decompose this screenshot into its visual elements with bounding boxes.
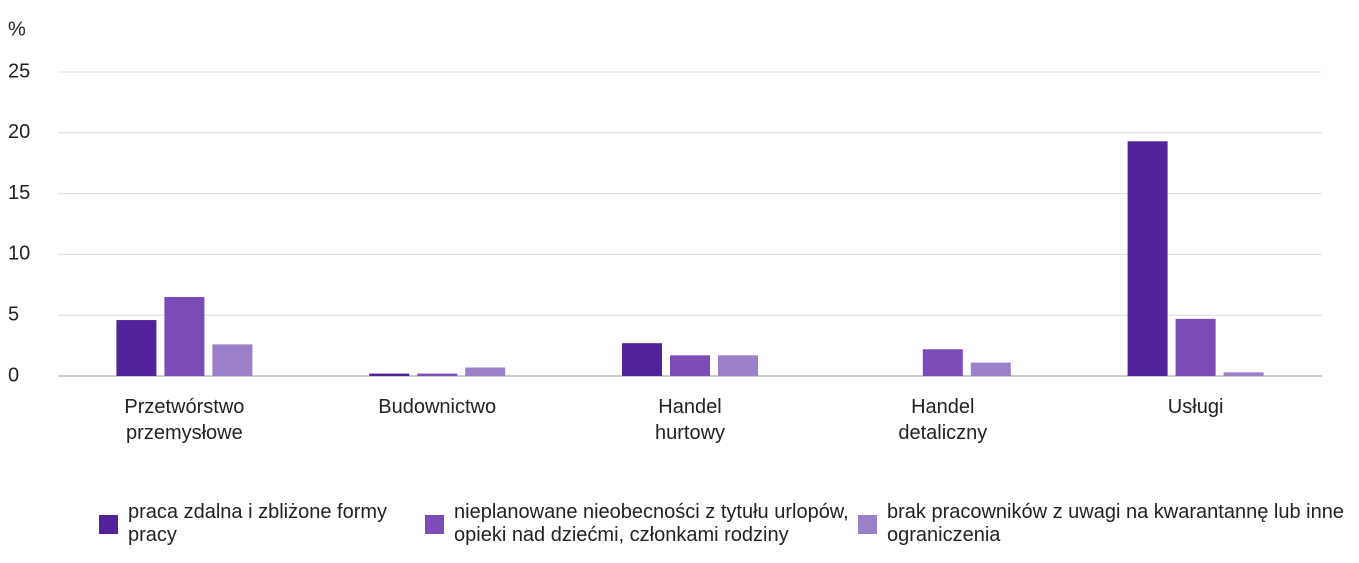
legend-swatch	[858, 514, 877, 534]
x-tick-label: Budownictwo	[378, 396, 497, 418]
legend-item: nieplanowane nieobecności z tytułu urlop…	[425, 501, 854, 547]
x-tick-label: Przetwórstwo przemysłowe	[124, 396, 245, 444]
bar	[922, 349, 963, 376]
legend-label: praca zdalna i zbliżone formy pracy	[128, 501, 388, 546]
y-tick-label: 15	[8, 182, 30, 204]
y-tick-label: 10	[8, 243, 30, 265]
bar	[417, 373, 458, 376]
bar	[212, 344, 253, 376]
bar	[1223, 372, 1264, 376]
bar	[1127, 141, 1168, 376]
y-tick-label: 20	[8, 121, 30, 143]
legend-swatch	[425, 514, 444, 534]
legend-item: brak pracowników z uwagi na kwarantannę …	[858, 501, 1347, 547]
legend-label: nieplanowane nieobecności z tytułu urlop…	[454, 501, 849, 546]
bar	[970, 362, 1011, 376]
x-tick-label: Usługi	[1167, 396, 1224, 418]
bar	[369, 373, 410, 376]
bar	[1175, 318, 1216, 376]
y-tick-label: 25	[8, 60, 30, 82]
y-tick-label: 5	[8, 303, 19, 325]
bar	[718, 355, 758, 376]
y-unit: %	[8, 18, 26, 40]
x-tick-label: Handel detaliczny	[898, 396, 988, 444]
bar	[465, 367, 506, 376]
legend-label: brak pracowników z uwagi na kwarantannę …	[887, 501, 1344, 546]
bar	[164, 296, 205, 376]
legend-swatch	[99, 514, 118, 534]
x-tick-label: Handel hurtowy	[654, 396, 726, 444]
legend-item: praca zdalna i zbliżone formy pracy	[99, 501, 388, 547]
bar	[622, 343, 662, 376]
bar	[670, 355, 710, 376]
chart: % 0 5 10 15 20 25	[8, 18, 1322, 386]
y-tick-label: 0	[8, 364, 19, 386]
bar	[116, 320, 157, 376]
